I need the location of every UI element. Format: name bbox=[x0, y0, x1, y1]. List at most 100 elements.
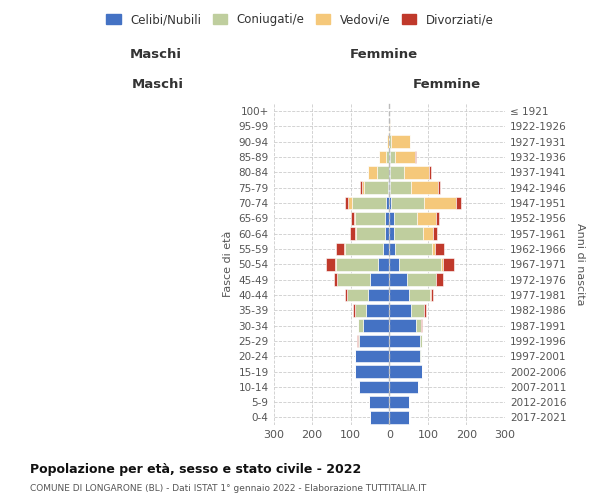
Bar bbox=[391, 136, 410, 148]
Bar bbox=[379, 258, 389, 270]
Bar bbox=[395, 242, 432, 255]
Bar bbox=[389, 136, 391, 148]
Bar bbox=[389, 304, 410, 316]
Bar bbox=[350, 228, 355, 240]
Bar bbox=[417, 212, 436, 224]
Bar bbox=[395, 150, 415, 164]
Bar bbox=[442, 258, 443, 270]
Bar bbox=[353, 304, 355, 316]
Bar bbox=[389, 350, 420, 362]
Bar bbox=[364, 182, 388, 194]
Bar bbox=[368, 288, 389, 301]
Bar bbox=[350, 212, 354, 224]
Text: COMUNE DI LONGARONE (BL) - Dati ISTAT 1° gennaio 2022 - Elaborazione TUTTITALIA.: COMUNE DI LONGARONE (BL) - Dati ISTAT 1°… bbox=[30, 484, 426, 493]
Bar bbox=[383, 242, 389, 255]
Bar bbox=[344, 242, 345, 255]
Bar bbox=[404, 166, 428, 178]
Bar bbox=[370, 274, 389, 286]
Bar bbox=[415, 150, 416, 164]
Bar bbox=[394, 228, 423, 240]
Bar bbox=[389, 411, 409, 424]
Bar bbox=[389, 182, 390, 194]
Bar bbox=[389, 274, 407, 286]
Bar bbox=[389, 150, 390, 164]
Bar bbox=[428, 166, 431, 178]
Bar bbox=[345, 288, 347, 301]
Bar bbox=[363, 320, 389, 332]
Bar bbox=[389, 396, 409, 408]
Bar bbox=[457, 196, 461, 209]
Bar bbox=[355, 228, 356, 240]
Bar bbox=[379, 150, 386, 164]
Bar bbox=[420, 334, 422, 347]
Bar bbox=[355, 212, 385, 224]
Bar bbox=[337, 274, 370, 286]
Bar bbox=[436, 212, 439, 224]
Bar bbox=[347, 196, 352, 209]
Bar bbox=[355, 304, 366, 316]
Bar bbox=[390, 150, 395, 164]
Bar bbox=[335, 258, 336, 270]
Bar bbox=[385, 228, 389, 240]
Text: Popolazione per età, sesso e stato civile - 2022: Popolazione per età, sesso e stato civil… bbox=[30, 462, 361, 475]
Bar bbox=[388, 182, 389, 194]
Bar bbox=[368, 166, 377, 178]
Bar bbox=[344, 196, 347, 209]
Bar bbox=[337, 242, 344, 255]
Bar bbox=[436, 274, 443, 286]
Bar bbox=[423, 228, 433, 240]
Bar bbox=[389, 228, 394, 240]
Text: Maschi: Maschi bbox=[130, 48, 182, 60]
Bar bbox=[389, 365, 422, 378]
Bar bbox=[389, 288, 409, 301]
Text: Femmine: Femmine bbox=[350, 48, 418, 60]
Bar bbox=[407, 274, 436, 286]
Bar bbox=[390, 166, 404, 178]
Bar bbox=[386, 196, 389, 209]
Bar bbox=[355, 350, 389, 362]
Bar bbox=[366, 304, 389, 316]
Bar bbox=[326, 258, 335, 270]
Bar bbox=[424, 196, 457, 209]
Bar bbox=[355, 365, 389, 378]
Bar bbox=[386, 150, 389, 164]
Bar bbox=[410, 304, 424, 316]
Bar bbox=[389, 242, 395, 255]
Bar bbox=[357, 334, 358, 347]
Bar bbox=[370, 411, 389, 424]
Bar bbox=[389, 320, 416, 332]
Text: Femmine: Femmine bbox=[413, 78, 481, 90]
Bar bbox=[432, 242, 435, 255]
Bar bbox=[409, 288, 430, 301]
Bar bbox=[391, 196, 424, 209]
Text: Maschi: Maschi bbox=[132, 78, 184, 90]
Bar bbox=[352, 196, 386, 209]
Bar bbox=[385, 212, 389, 224]
Bar bbox=[356, 228, 385, 240]
Bar bbox=[411, 182, 438, 194]
Bar bbox=[377, 166, 389, 178]
Bar bbox=[336, 258, 379, 270]
Bar bbox=[334, 274, 337, 286]
Bar bbox=[416, 320, 421, 332]
Bar bbox=[354, 212, 355, 224]
Bar bbox=[389, 258, 399, 270]
Legend: Celibi/Nubili, Coniugati/e, Vedovi/e, Divorziati/e: Celibi/Nubili, Coniugati/e, Vedovi/e, Di… bbox=[101, 8, 499, 31]
Bar bbox=[433, 228, 437, 240]
Bar bbox=[347, 288, 368, 301]
Y-axis label: Fasce di età: Fasce di età bbox=[223, 231, 233, 298]
Bar bbox=[389, 166, 390, 178]
Bar bbox=[359, 380, 389, 393]
Bar bbox=[359, 334, 389, 347]
Bar bbox=[358, 334, 359, 347]
Bar bbox=[421, 320, 422, 332]
Bar bbox=[389, 212, 394, 224]
Bar bbox=[438, 182, 440, 194]
Bar bbox=[431, 288, 433, 301]
Bar bbox=[389, 334, 420, 347]
Y-axis label: Anni di nascita: Anni di nascita bbox=[575, 223, 585, 306]
Bar bbox=[430, 288, 431, 301]
Bar bbox=[399, 258, 442, 270]
Bar bbox=[390, 182, 411, 194]
Bar bbox=[362, 182, 364, 194]
